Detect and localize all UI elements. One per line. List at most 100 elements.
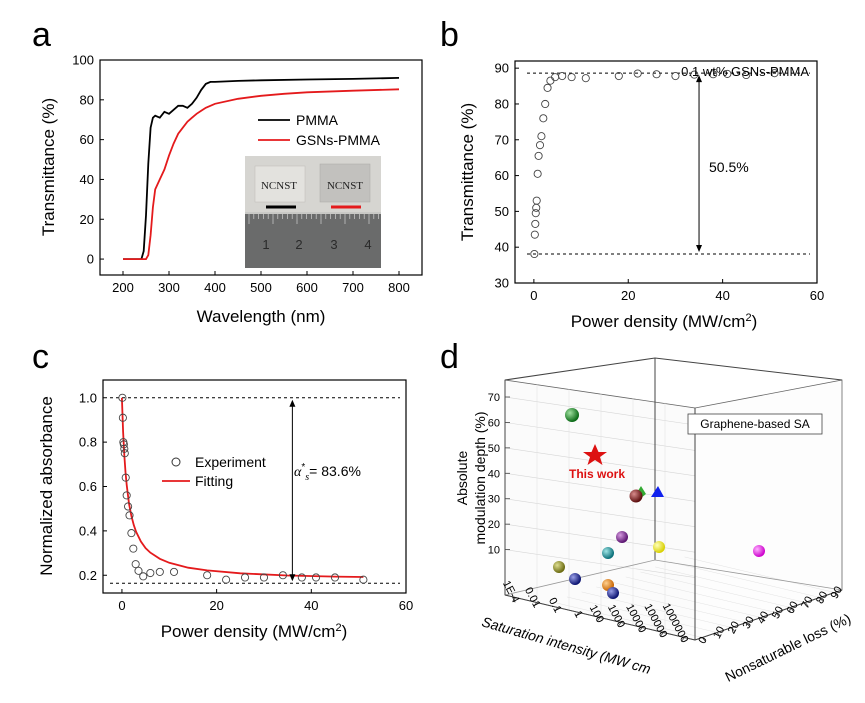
data-point [139, 572, 148, 581]
data-point [530, 230, 539, 239]
marker-teal [602, 547, 614, 559]
panel-d-legend-box [687, 413, 823, 435]
panel-c-points [118, 393, 368, 584]
data-point [534, 151, 543, 160]
data-point [122, 491, 131, 500]
marker-purple [616, 531, 628, 543]
data-point [120, 444, 129, 453]
y-tick [746, 622, 750, 627]
z-tick-label: 20 [488, 519, 500, 531]
marker-navy-1 [569, 573, 581, 585]
x-tick-label: 20 [621, 288, 635, 303]
legend-label-fitting: Fitting [195, 473, 233, 489]
z-tick-label: 50 [488, 443, 500, 455]
data-point [742, 70, 751, 80]
x-tick-label: 600 [296, 280, 318, 295]
series-line-gsns-pmma [123, 88, 400, 261]
panel-b-ylabel: Transmittance (%) [458, 103, 477, 241]
x-tick-label: 700 [342, 280, 364, 295]
data-point [222, 575, 231, 584]
panel-b-arrow [696, 75, 703, 252]
z-tick-label: 40 [488, 468, 500, 480]
y-tick-label: 60 [80, 132, 94, 147]
data-point [539, 114, 548, 123]
y-tick [702, 637, 706, 642]
panel-a-ylabel: Transmittance (%) [39, 98, 58, 236]
data-point [531, 209, 540, 218]
data-point [134, 566, 143, 575]
y-tick-label: 80 [814, 589, 830, 605]
y-tick-label: 40 [80, 172, 94, 187]
y-tick-label: 60 [495, 168, 509, 183]
data-point [633, 69, 642, 78]
y-tick-label: 0.4 [79, 523, 97, 538]
panel-c-arrow [289, 399, 296, 582]
x-tick [660, 632, 664, 637]
x-tick-label: 40 [304, 598, 318, 613]
y-tick-label: 70 [495, 132, 509, 147]
y-tick-label: 80 [495, 96, 509, 111]
panel-a-transmittance-spectra: 200 300 400 500 600 700 800 0 20 40 60 80 100 Wavele… [39, 53, 423, 326]
data-point [121, 473, 130, 482]
panel-b-frame [514, 60, 818, 284]
data-point [567, 73, 576, 82]
panel-c-reference-lines [110, 397, 400, 584]
x-tick-label: 0 [530, 288, 537, 303]
panel-c-fitting-curve [121, 397, 364, 578]
x-tick-label: 20 [209, 598, 223, 613]
fitting-line [121, 397, 364, 578]
x-tick-label: 200 [112, 280, 134, 295]
y-tick-label: 40 [755, 609, 771, 625]
marker-maroon [629, 489, 643, 503]
gridline-floor [581, 591, 732, 628]
box-bottom-back [504, 559, 843, 596]
data-point [169, 567, 179, 576]
data-point [558, 71, 567, 81]
y-tick-label: 30 [741, 614, 757, 630]
x-tick [533, 602, 537, 607]
data-point [278, 571, 287, 580]
legend-marker-experiment [171, 457, 181, 467]
data-point [359, 575, 368, 584]
data-point [240, 573, 250, 582]
sample-label-1: NCNST [261, 180, 297, 192]
data-point [537, 132, 546, 141]
z-tick-label: 70 [488, 392, 500, 404]
gridline-floor [655, 566, 806, 603]
x-tick [596, 617, 601, 622]
legend-label-gsns-pmma: GSNs-PMMA [296, 132, 381, 148]
gridline-left [504, 498, 696, 528]
y-tick-label: 70 [799, 594, 815, 610]
data-point [541, 99, 550, 109]
data-point [259, 573, 269, 582]
panel-d-ylabel-line1: Absolute [454, 451, 470, 506]
y-tick [731, 627, 736, 632]
gridline-floor [566, 596, 718, 633]
y-tick-label: 60 [785, 599, 801, 615]
x-tick-label: 40 [715, 288, 729, 303]
x-tick-label: 800 [388, 280, 410, 295]
gridline-floor [596, 586, 747, 623]
data-point [723, 69, 732, 78]
y-tick-label: 0 [87, 252, 94, 267]
panel-a-xlabel: Wavelength (nm) [197, 307, 326, 326]
y-tick [819, 597, 824, 602]
sample-label-2: NCNST [327, 180, 363, 192]
data-point [535, 141, 545, 150]
series-line-pmma [123, 77, 400, 261]
x-tick [638, 627, 643, 632]
y-tick [775, 612, 780, 617]
data-point [155, 567, 164, 576]
marker-navy-2 [607, 587, 619, 599]
arrow-head-down [289, 574, 296, 582]
panel-d-ylabel-line2: modulation depth (%) [472, 411, 488, 544]
panel-c-frame [102, 379, 407, 594]
panel-d-legend-label: Graphene-based SA [700, 417, 809, 431]
x-tick [617, 622, 622, 627]
y-tick-label: 10 [711, 624, 727, 640]
arrow-head-down [696, 244, 703, 252]
data-point [532, 196, 541, 205]
gridline-floor [610, 581, 762, 618]
